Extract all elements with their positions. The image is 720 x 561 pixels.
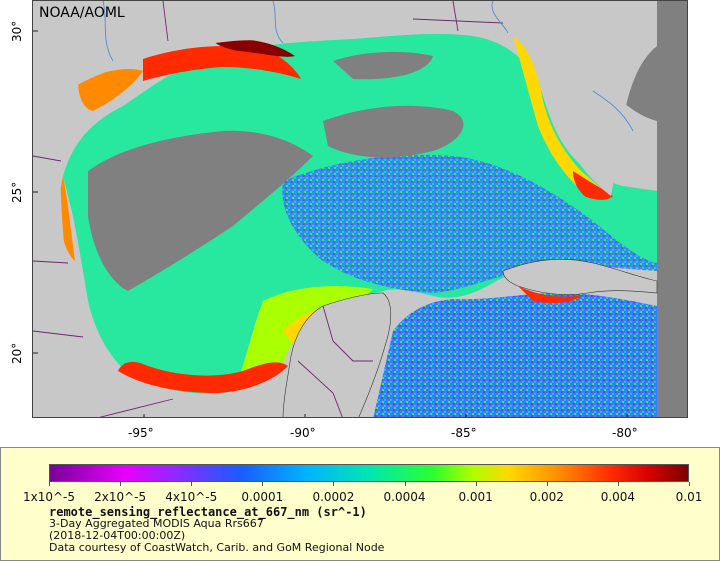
- colorbar-tickmark: [49, 482, 50, 486]
- colorbar-tickmark: [262, 482, 264, 486]
- cloud-patch-west: [88, 130, 313, 291]
- ocean-color-map: [33, 1, 687, 417]
- colorbar-tick-label: 4x10^-5: [165, 490, 218, 504]
- no-data-band: [657, 1, 687, 417]
- credit-watermark: NOAA/AOML: [39, 5, 125, 21]
- lat-label-25: 25°: [10, 181, 24, 203]
- coastal-high-florida-red: [573, 171, 613, 200]
- legend-title: remote_sensing_reflectance_at_667_nm (sr…: [49, 505, 367, 519]
- colorbar-tickmark: [546, 482, 548, 486]
- lon-label-95: -95°: [128, 426, 154, 440]
- central-america-land: [119, 399, 282, 417]
- mexico-west-land: [33, 96, 117, 417]
- colorbar-tick-label: 2x10^-5: [94, 490, 147, 504]
- deep-water-low: [282, 154, 657, 293]
- legend-source: Data courtesy of CoastWatch, Carib. and …: [49, 541, 385, 554]
- lon-label-90: -90°: [290, 426, 316, 440]
- lon-label-80: -80°: [612, 426, 638, 440]
- colorbar: [49, 464, 689, 482]
- colorbar-tick-label: 0.002: [529, 490, 564, 504]
- legend-text-block: remote_sensing_reflectance_at_667_nm (sr…: [49, 506, 384, 554]
- colorbar-tick-label: 0.001: [458, 490, 493, 504]
- cuba-coastal-red: [518, 286, 583, 303]
- colorbar-tick-label: 0.004: [600, 490, 636, 504]
- colorbar-tickmark: [475, 482, 477, 486]
- coastal-high-campeche: [118, 361, 288, 393]
- legend-subtitle: 3-Day Aggregated MODIS Aqua Rrs667: [49, 517, 264, 530]
- coastal-high-west: [58, 176, 75, 261]
- us-coast-land: [33, 1, 538, 96]
- campeche-shelf: [238, 286, 373, 382]
- coastal-high-north-dark: [213, 39, 295, 57]
- colorbar-tickmark: [617, 482, 619, 486]
- colorbar-tickmark: [120, 482, 122, 486]
- graticule-ticks: [33, 30, 628, 417]
- yucatan-land: [282, 292, 392, 417]
- colorbar-tick-label: 0.0002: [312, 490, 355, 504]
- political-borders: [33, 1, 504, 417]
- lat-label-20: 20°: [10, 342, 24, 364]
- cuba-land: [502, 259, 658, 295]
- lat-label-30: 30°: [10, 20, 24, 42]
- legend-date: (2018-12-04T00:00:00Z): [49, 529, 186, 542]
- colorbar-tick-label: 1x10^-5: [22, 490, 76, 504]
- florida-land: [538, 1, 657, 196]
- rivers: [102, 1, 634, 132]
- colorbar-tick-label: 0.01: [675, 490, 703, 504]
- legend-panel: 1x10^-5 2x10^-5 4x10^-5 0.0001 0.0002 0.0004 0…: [0, 447, 720, 561]
- colorbar-tickmark: [333, 482, 335, 486]
- lon-label-85: -85°: [451, 426, 477, 440]
- colorbar-tickmark: [689, 482, 690, 486]
- colorbar-tickmark: [191, 482, 193, 486]
- colorbar-tick-label: 0.0004: [383, 490, 426, 504]
- colorbar-tickmark: [404, 482, 406, 486]
- cloud-patch-north: [333, 51, 433, 80]
- caribbean-water: [373, 292, 657, 417]
- colorbar-tick-label: 0.0001: [241, 490, 284, 504]
- coastal-high-louisiana: [78, 69, 143, 111]
- cloud-patch-center: [323, 105, 464, 158]
- coastal-high-florida: [513, 36, 611, 197]
- map-frame: NOAA/AOML: [32, 0, 688, 418]
- coastal-high-north: [143, 46, 301, 81]
